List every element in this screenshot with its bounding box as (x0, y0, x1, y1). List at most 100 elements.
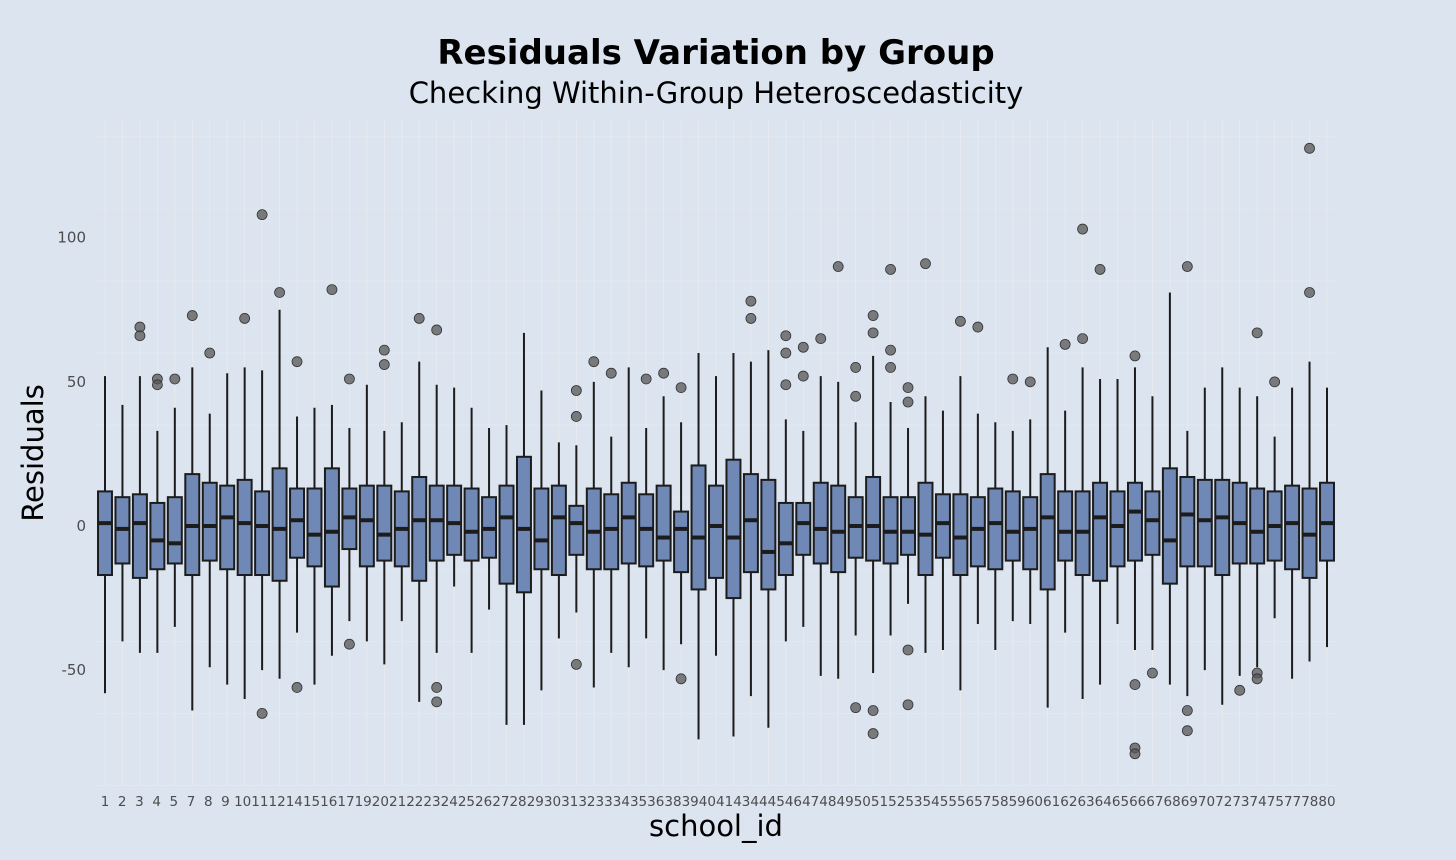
box (673, 510, 690, 574)
box-group-7 (201, 347, 218, 668)
x-tick-label: 12 (269, 794, 286, 810)
x-tick-label: 55 (940, 794, 957, 810)
x-tick-label: 23 (423, 794, 440, 810)
box (219, 484, 236, 571)
x-tick-label: 78 (1301, 794, 1318, 810)
outlier-point (955, 315, 966, 327)
x-tick-label: 3 (135, 794, 144, 810)
box-group-57 (1074, 223, 1091, 699)
outlier-point (1269, 376, 1281, 388)
x-tick-label: 26 (475, 794, 492, 810)
outlier-point (902, 382, 914, 394)
box (306, 487, 323, 568)
outlier-point (378, 344, 390, 356)
box (934, 493, 951, 559)
x-axis-ticks: 1 2 3 4 5 7 8 9 10 11 12 14 15 16 17 19 20 21 22 23 24 25 26 27… (101, 794, 1336, 810)
box (1196, 478, 1213, 568)
outlier-point (431, 696, 443, 708)
outlier-point (867, 705, 879, 716)
box-group-4 (149, 373, 166, 653)
y-axis-title: Residuals (16, 384, 50, 522)
box-group-29 (585, 356, 602, 688)
x-tick-label: 48 (819, 794, 836, 810)
box-group-46 (882, 264, 899, 636)
box-group-24 (498, 425, 515, 725)
x-tick-label: 47 (802, 794, 819, 810)
y-tick-label: -50 (62, 661, 87, 679)
box (498, 484, 515, 585)
box-group-69 (1284, 387, 1301, 679)
box-group-71 (1319, 387, 1335, 648)
box-group-70 (1301, 142, 1318, 662)
outlier-point (1077, 333, 1088, 345)
outlier-point (1181, 261, 1193, 272)
box (1057, 490, 1074, 562)
box-group-59 (1109, 378, 1126, 625)
box-group-2 (114, 404, 131, 642)
outlier-point (1024, 376, 1036, 388)
outlier-point (885, 344, 896, 356)
x-tick-label: 74 (1250, 794, 1267, 810)
box-group-27 (550, 442, 567, 639)
box (533, 487, 550, 571)
box-group-44 (847, 362, 864, 714)
outlier-point (570, 385, 582, 396)
x-tick-label: 46 (785, 794, 802, 810)
box-group-68 (1266, 376, 1283, 619)
x-tick-label: 31 (561, 794, 578, 810)
box (830, 484, 847, 574)
box (603, 493, 620, 571)
box-group-8 (219, 373, 236, 685)
box-group-19 (411, 313, 428, 702)
x-tick-label: 10 (234, 794, 251, 810)
box (201, 481, 218, 562)
outlier-point (972, 321, 984, 333)
x-tick-label: 77 (1284, 794, 1301, 810)
x-axis-title: school_id (649, 809, 783, 843)
box (358, 484, 375, 568)
box-group-56 (1057, 338, 1074, 633)
x-tick-label: 58 (991, 794, 1008, 810)
outlier-point (1304, 287, 1315, 298)
x-tick-label: 7 (187, 794, 196, 810)
outlier-point (797, 341, 809, 353)
box-group-20 (428, 324, 445, 708)
outlier-point (797, 370, 809, 382)
x-tick-label: 73 (1232, 794, 1249, 810)
box (254, 490, 271, 577)
box-group-9 (236, 313, 253, 699)
x-tick-label: 29 (527, 794, 544, 810)
box (795, 501, 812, 556)
outlier-point (378, 359, 390, 370)
box (271, 467, 288, 582)
box-group-63 (1179, 261, 1196, 737)
outlier-point (1251, 673, 1263, 685)
box (1039, 473, 1056, 591)
outlier-point (291, 356, 303, 368)
outlier-point (134, 330, 146, 342)
x-tick-label: 60 (1026, 794, 1043, 810)
box (952, 493, 969, 577)
box-group-64 (1196, 387, 1213, 671)
box-group-23 (481, 427, 498, 610)
x-tick-label: 39 (682, 794, 699, 810)
box-group-53 (1004, 373, 1021, 622)
box (742, 473, 759, 574)
x-tick-label: 38 (664, 794, 681, 810)
outlier-point (431, 682, 443, 693)
x-tick-label: 62 (1060, 794, 1077, 810)
box-group-37 (725, 353, 742, 737)
outlier-point (588, 356, 600, 368)
box-group-32 (638, 373, 655, 639)
outlier-point (867, 310, 879, 321)
box (969, 496, 986, 568)
box-group-5 (166, 373, 183, 627)
x-tick-label: 43 (733, 794, 750, 810)
x-tick-label: 32 (578, 794, 595, 810)
box-group-31 (620, 367, 637, 668)
x-tick-label: 28 (509, 794, 526, 810)
x-tick-label: 34 (613, 794, 630, 810)
outlier-point (1147, 667, 1158, 679)
box-group-41 (795, 341, 812, 627)
box-group-11 (271, 287, 288, 679)
